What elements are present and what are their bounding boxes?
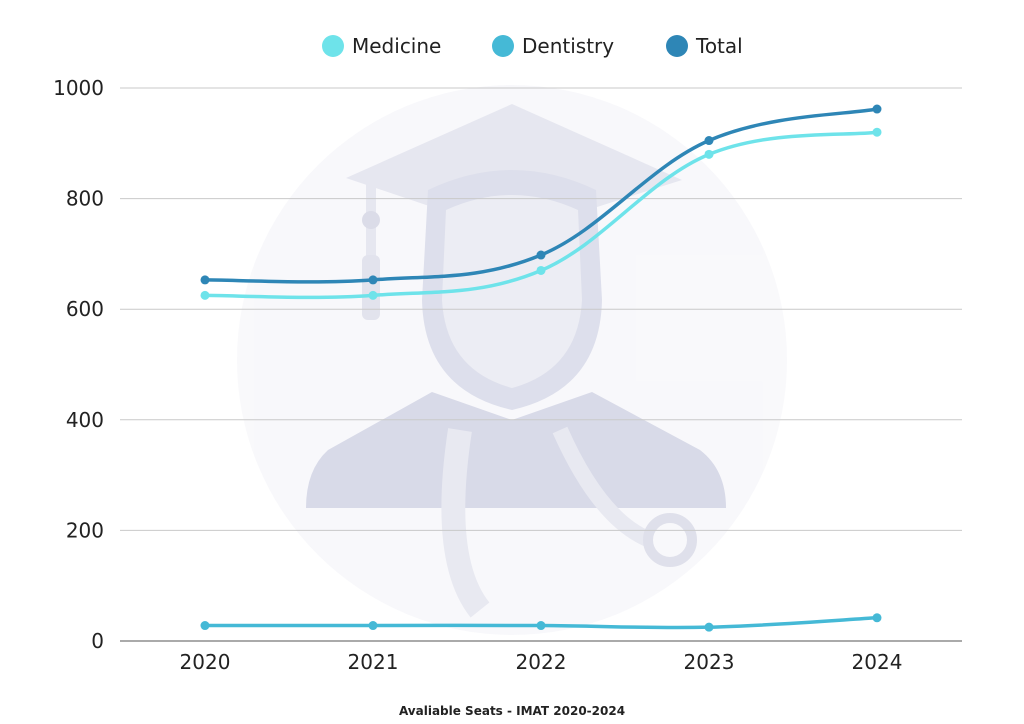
x-tick-label: 2020 bbox=[180, 650, 231, 674]
medicine-data-point bbox=[200, 290, 210, 300]
dentistry-data-point bbox=[200, 621, 210, 631]
dentistry-data-point bbox=[536, 621, 546, 631]
total-data-point bbox=[200, 275, 210, 285]
total-legend-marker bbox=[666, 35, 688, 57]
medicine-data-point bbox=[704, 149, 714, 159]
total-legend-label: Total bbox=[695, 34, 743, 58]
medicine-legend-marker bbox=[322, 35, 344, 57]
x-tick-label: 2022 bbox=[516, 650, 567, 674]
x-tick-label: 2023 bbox=[684, 650, 735, 674]
dentistry-legend-marker bbox=[492, 35, 514, 57]
medicine-data-point bbox=[536, 265, 546, 275]
y-tick-label: 200 bbox=[66, 518, 104, 542]
x-tick-label: 2024 bbox=[852, 650, 903, 674]
dentistry-data-point bbox=[872, 613, 882, 623]
dentistry-data-point bbox=[704, 622, 714, 632]
medicine-data-point bbox=[872, 127, 882, 137]
graduate-watermark-icon bbox=[237, 85, 787, 635]
chart-caption: Avaliable Seats - IMAT 2020-2024 bbox=[398, 704, 626, 718]
medicine-legend-label: Medicine bbox=[352, 34, 441, 58]
total-data-point bbox=[536, 250, 546, 260]
y-tick-label: 600 bbox=[66, 297, 104, 321]
dentistry-legend-label: Dentistry bbox=[522, 34, 614, 58]
medicine-data-point bbox=[368, 290, 378, 300]
total-data-point bbox=[872, 104, 882, 114]
dentistry-data-point bbox=[368, 621, 378, 631]
total-data-point bbox=[368, 275, 378, 285]
y-tick-label: 800 bbox=[66, 187, 104, 211]
y-tick-label: 1000 bbox=[53, 76, 104, 100]
y-tick-label: 400 bbox=[66, 408, 104, 432]
y-tick-label: 0 bbox=[91, 629, 104, 653]
total-data-point bbox=[704, 136, 714, 146]
x-tick-label: 2021 bbox=[348, 650, 399, 674]
